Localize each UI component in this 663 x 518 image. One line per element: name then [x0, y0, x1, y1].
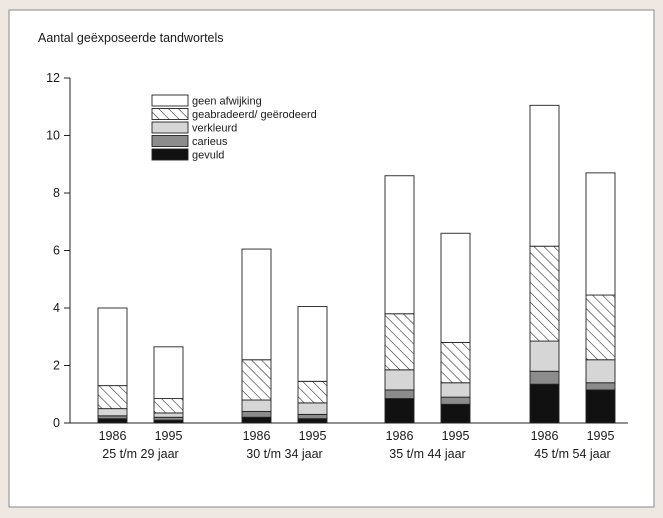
x-tick-label-year: 1995 [442, 429, 470, 443]
x-tick-label-year: 1995 [587, 429, 615, 443]
bar-segment-gevuld [97, 418, 128, 424]
bar-segment-geen-afwijking [97, 307, 128, 387]
bar-segment-geen-afwijking [153, 346, 184, 400]
x-group-label: 30 t/m 34 jaar [246, 447, 322, 461]
x-tick-label-year: 1986 [243, 429, 271, 443]
bar-segment-geen-afwijking [297, 306, 328, 382]
bar-segment-carieus [297, 413, 328, 420]
y-tick-label: 4 [53, 301, 60, 315]
bar-segment-gevuld [585, 389, 616, 424]
legend-swatch [151, 108, 189, 120]
x-group-label: 45 t/m 54 jaar [534, 447, 610, 461]
x-tick-label-year: 1995 [155, 429, 183, 443]
bar-segment-geen-afwijking [529, 104, 560, 247]
x-tick-label-year: 1986 [99, 429, 127, 443]
bar-segment-gevuld [297, 418, 328, 424]
bar-segment-verkleurd [529, 340, 560, 372]
bar-segment-verkleurd [153, 412, 184, 418]
legend-label: verkleurd [192, 123, 237, 135]
bar-segment-carieus [384, 389, 415, 400]
y-tick-label: 8 [53, 186, 60, 200]
bar-segment-verkleurd [297, 402, 328, 415]
y-tick-label: 10 [46, 129, 60, 143]
bar-segment-gevuld [440, 403, 471, 424]
bar-segment-geabradeerd-ge-rodeerd [585, 294, 616, 361]
x-tick-label-year: 1986 [386, 429, 414, 443]
legend-swatch [151, 94, 189, 107]
y-tick-label: 2 [53, 359, 60, 373]
bar-segment-geen-afwijking [384, 175, 415, 315]
bar-segment-geabradeerd-ge-rodeerd [384, 313, 415, 371]
bar-segment-geabradeerd-ge-rodeerd [153, 398, 184, 414]
bar-segment-verkleurd [384, 369, 415, 391]
bar-segment-geabradeerd-ge-rodeerd [97, 385, 128, 410]
legend-swatch [151, 135, 189, 147]
x-tick-label-year: 1995 [299, 429, 327, 443]
x-group-label: 25 t/m 29 jaar [102, 447, 178, 461]
bar-segment-geen-afwijking [241, 248, 272, 361]
x-group-label: 35 t/m 44 jaar [389, 447, 465, 461]
bar-segment-verkleurd [97, 408, 128, 417]
y-tick-label: 6 [53, 244, 60, 258]
x-tick-label-year: 1986 [531, 429, 559, 443]
bar-segment-geen-afwijking [585, 172, 616, 296]
y-tick-label: 0 [53, 416, 60, 430]
bar-segment-carieus [585, 382, 616, 391]
legend-label: gevuld [192, 150, 224, 162]
legend-swatch [151, 148, 189, 161]
bar-segment-geabradeerd-ge-rodeerd [529, 245, 560, 342]
bar-segment-carieus [440, 396, 471, 405]
bar-segment-geabradeerd-ge-rodeerd [440, 342, 471, 384]
bar-segment-carieus [529, 370, 560, 385]
bar-segment-gevuld [241, 416, 272, 424]
bar-segment-verkleurd [440, 382, 471, 398]
bars: 1986 1995 25 t/m 29 jaar 1986 1995 30 t/m 34 … [97, 104, 616, 461]
legend-label: geabradeerd/ geërodeerd [192, 109, 317, 121]
bar-segment-geabradeerd-ge-rodeerd [241, 359, 272, 401]
bar-segment-geabradeerd-ge-rodeerd [297, 380, 328, 404]
legend-label: geen afwijking [192, 96, 262, 108]
bar-segment-verkleurd [585, 359, 616, 384]
legend-swatch [151, 121, 189, 134]
bar-segment-gevuld [529, 383, 560, 424]
bar-segment-carieus [241, 411, 272, 418]
y-tick-label: 12 [46, 71, 60, 85]
y-axis-label: Aantal geëxposeerde tandwortels [38, 31, 224, 45]
bar-segment-geen-afwijking [440, 232, 471, 343]
bar-segment-gevuld [384, 398, 415, 424]
legend-label: carieus [192, 136, 228, 148]
bar-segment-verkleurd [241, 399, 272, 412]
